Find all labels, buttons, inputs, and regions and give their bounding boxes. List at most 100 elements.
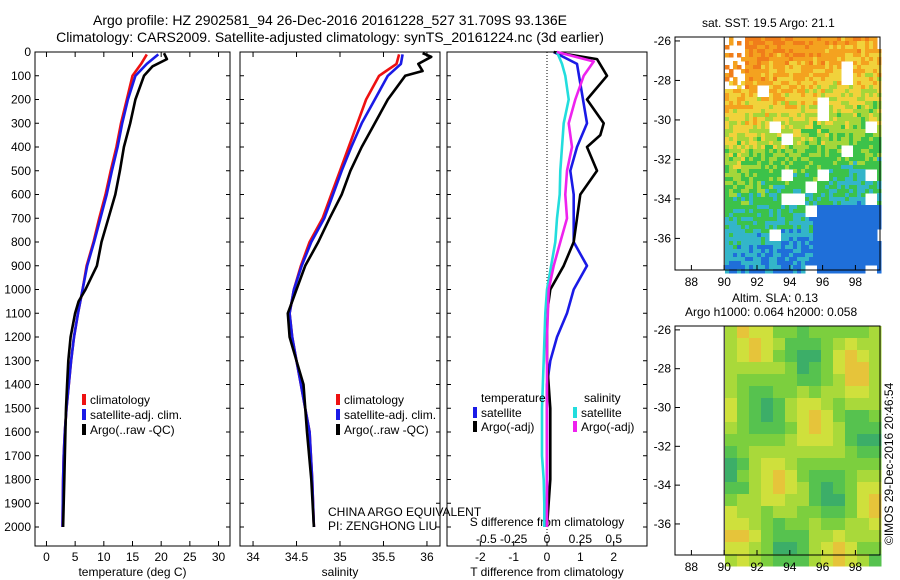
map-cell [805, 253, 810, 258]
map-cell [817, 161, 822, 166]
y-tick-label-4: 400 [11, 140, 31, 154]
map-cell [833, 165, 838, 170]
map-cell [841, 45, 846, 50]
map-cell [833, 109, 838, 114]
map-cell [773, 49, 778, 54]
map-cell [857, 261, 862, 266]
map-cell [861, 225, 866, 230]
map-cell [797, 338, 810, 351]
map-cell [869, 81, 874, 86]
map-cell [833, 129, 838, 134]
map-cell [769, 177, 774, 182]
map-cell [809, 362, 822, 375]
map-cell [873, 101, 878, 106]
map-cell [777, 77, 782, 82]
map-cell [793, 165, 798, 170]
map-cell [797, 89, 802, 94]
map-cell [857, 113, 862, 118]
map-cell [789, 101, 794, 106]
map-cell [833, 125, 838, 130]
map-cell [785, 398, 798, 411]
map-cell [869, 253, 874, 258]
map-cell [869, 137, 874, 142]
map-cell [797, 153, 802, 158]
map-cell [741, 141, 746, 146]
map-cell [793, 217, 798, 222]
map-cell [829, 185, 834, 190]
map-cell [845, 101, 850, 106]
map-cell [861, 49, 866, 54]
map-cell [753, 205, 758, 210]
map-cell [869, 213, 874, 218]
map-cell [845, 269, 850, 274]
map-cell [749, 145, 754, 150]
map-cell [757, 265, 762, 270]
map-cell [741, 105, 746, 110]
map-cell [745, 81, 750, 86]
map-cell [765, 253, 770, 258]
map-cell [813, 153, 818, 158]
map-cell [845, 97, 850, 102]
map-cell [853, 237, 858, 242]
map-cell [869, 326, 882, 339]
map-cell [749, 121, 754, 126]
map-cell [725, 177, 730, 182]
map-cell [821, 265, 826, 270]
map-cell [825, 193, 830, 198]
map-cell [849, 221, 854, 226]
map-cell [777, 209, 782, 214]
map-cell [757, 117, 762, 122]
map-cell [853, 53, 858, 58]
map-cell [857, 137, 862, 142]
map-cell [781, 217, 786, 222]
map-cell [841, 141, 846, 146]
map-cell [777, 257, 782, 262]
map-cell [857, 61, 862, 66]
map-cell [757, 229, 762, 234]
map-cell [745, 57, 750, 62]
map-cell [793, 73, 798, 78]
series-line-1-2 [286, 51, 433, 528]
map-cell [833, 494, 846, 507]
map-cell [777, 149, 782, 154]
map-cell [857, 213, 862, 218]
map-cell [741, 221, 746, 226]
map-cell [833, 446, 846, 459]
map-cell [845, 434, 858, 447]
map-cell [749, 113, 754, 118]
map-cell [805, 53, 810, 58]
map-cell [833, 249, 838, 254]
map-cell [857, 338, 870, 351]
map-cell [821, 193, 826, 198]
map-cell [821, 229, 826, 234]
map-cell [793, 141, 798, 146]
map-cell [809, 245, 814, 250]
map-cell [853, 101, 858, 106]
map-cell [873, 153, 878, 158]
map-cell [761, 121, 766, 126]
map-cell [837, 133, 842, 138]
x-tick-label-2-2: 0 [544, 550, 551, 564]
map-cell [749, 422, 762, 435]
map-cell [861, 185, 866, 190]
map-cell [877, 261, 882, 266]
map-cell [817, 265, 822, 270]
map-cell [761, 245, 766, 250]
map-cell [785, 350, 798, 363]
map-cell [829, 245, 834, 250]
map-cell [761, 261, 766, 266]
map-cell [745, 177, 750, 182]
map-cell [833, 93, 838, 98]
map-cell [797, 494, 810, 507]
map-cell [745, 93, 750, 98]
map-cell [733, 109, 738, 114]
map-cell [765, 237, 770, 242]
map-cell [857, 470, 870, 483]
map-cell [789, 185, 794, 190]
map-cell [861, 181, 866, 186]
map-cell [805, 81, 810, 86]
map-cell [765, 133, 770, 138]
map-cell [789, 213, 794, 218]
map-cell [825, 189, 830, 194]
map-cell [809, 173, 814, 178]
